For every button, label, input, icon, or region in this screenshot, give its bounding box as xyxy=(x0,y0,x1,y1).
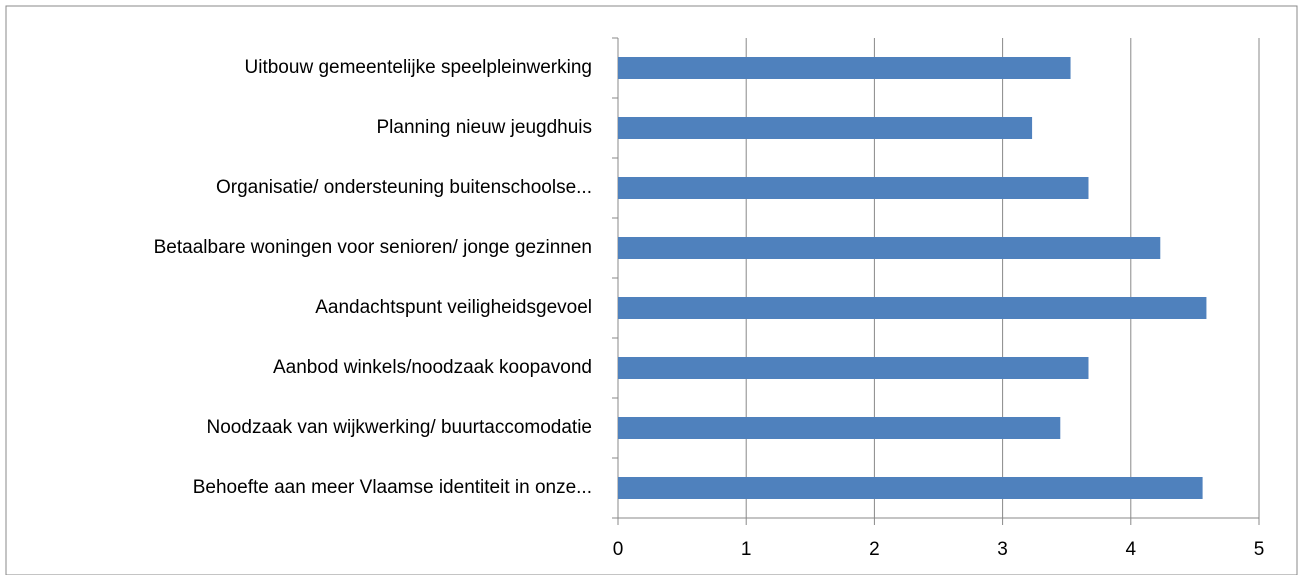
bar xyxy=(618,237,1161,259)
y-tick-label: Betaalbare woningen voor senioren/ jonge… xyxy=(154,237,592,258)
bar xyxy=(618,357,1089,379)
x-tick-label: 4 xyxy=(1126,539,1137,560)
x-tick-label: 2 xyxy=(869,539,880,560)
x-tick-label: 1 xyxy=(741,539,752,560)
y-tick-label: Aanbod winkels/noodzaak koopavond xyxy=(273,357,592,378)
x-tick-label: 3 xyxy=(997,539,1008,560)
x-tick-label: 0 xyxy=(613,539,624,560)
x-tick-label: 5 xyxy=(1254,539,1265,560)
y-tick-label: Planning nieuw jeugdhuis xyxy=(377,117,593,138)
y-tick-label: Aandachtspunt veiligheidsgevoel xyxy=(315,297,592,318)
y-tick-label: Uitbouw gemeentelijke speelpleinwerking xyxy=(245,57,592,78)
bar xyxy=(618,297,1207,319)
bar xyxy=(618,177,1089,199)
bar xyxy=(618,417,1061,439)
y-tick-label: Noodzaak van wijkwerking/ buurtaccomodat… xyxy=(207,417,592,438)
bar xyxy=(618,57,1071,79)
y-tick-label: Behoefte aan meer Vlaamse identiteit in … xyxy=(193,477,592,498)
bar xyxy=(618,477,1203,499)
bar xyxy=(618,117,1033,139)
chart-frame xyxy=(5,5,1298,575)
y-tick-label: Organisatie/ ondersteuning buitenschools… xyxy=(216,177,592,198)
